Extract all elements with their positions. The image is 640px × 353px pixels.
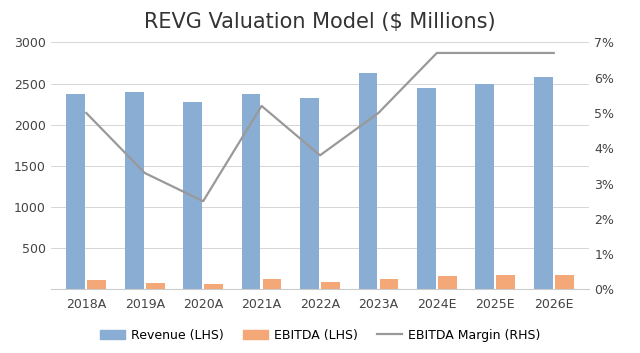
Bar (380, 279, 398, 289)
Title: REVG Valuation Model ($ Millions): REVG Valuation Model ($ Millions) (144, 12, 496, 32)
Bar (204, 284, 223, 289)
Bar (242, 94, 260, 289)
Bar (497, 275, 515, 289)
Bar (476, 84, 494, 289)
Bar (183, 102, 202, 289)
Bar (534, 77, 552, 289)
Bar (438, 276, 457, 289)
Bar (358, 73, 377, 289)
Bar (125, 92, 143, 289)
Bar (321, 282, 340, 289)
Legend: Revenue (LHS), EBITDA (LHS), EBITDA Margin (RHS): Revenue (LHS), EBITDA (LHS), EBITDA Marg… (95, 324, 545, 347)
Bar (263, 279, 282, 289)
Bar (146, 283, 164, 289)
Bar (300, 98, 319, 289)
Bar (555, 275, 573, 289)
Bar (417, 88, 436, 289)
Bar (67, 94, 85, 289)
Bar (88, 280, 106, 289)
